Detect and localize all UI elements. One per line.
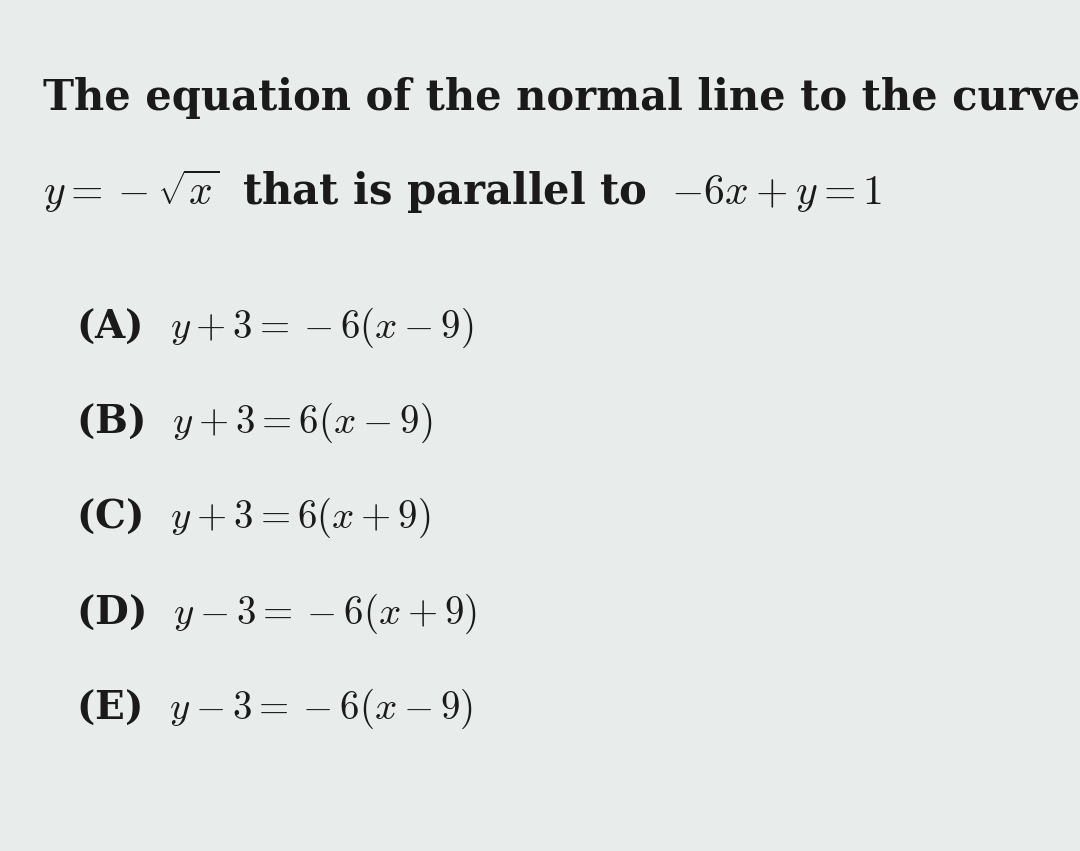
- Text: The equation of the normal line to the curve: The equation of the normal line to the c…: [43, 77, 1080, 119]
- Text: (C)  $y + 3 = 6(x + 9)$: (C) $y + 3 = 6(x + 9)$: [76, 496, 430, 540]
- Text: (E)  $y - 3 = -6(x - 9)$: (E) $y - 3 = -6(x - 9)$: [76, 687, 472, 731]
- Text: $y = -\sqrt{x}\;$ that is parallel to $\;{-6x + y = 1}$: $y = -\sqrt{x}\;$ that is parallel to $\…: [43, 168, 882, 215]
- Text: (D)  $y - 3 = -6(x + 9)$: (D) $y - 3 = -6(x + 9)$: [76, 591, 476, 636]
- Text: (A)  $y + 3 = -6(x - 9)$: (A) $y + 3 = -6(x - 9)$: [76, 306, 473, 350]
- Text: (B)  $y + 3 = 6(x - 9)$: (B) $y + 3 = 6(x - 9)$: [76, 401, 432, 445]
